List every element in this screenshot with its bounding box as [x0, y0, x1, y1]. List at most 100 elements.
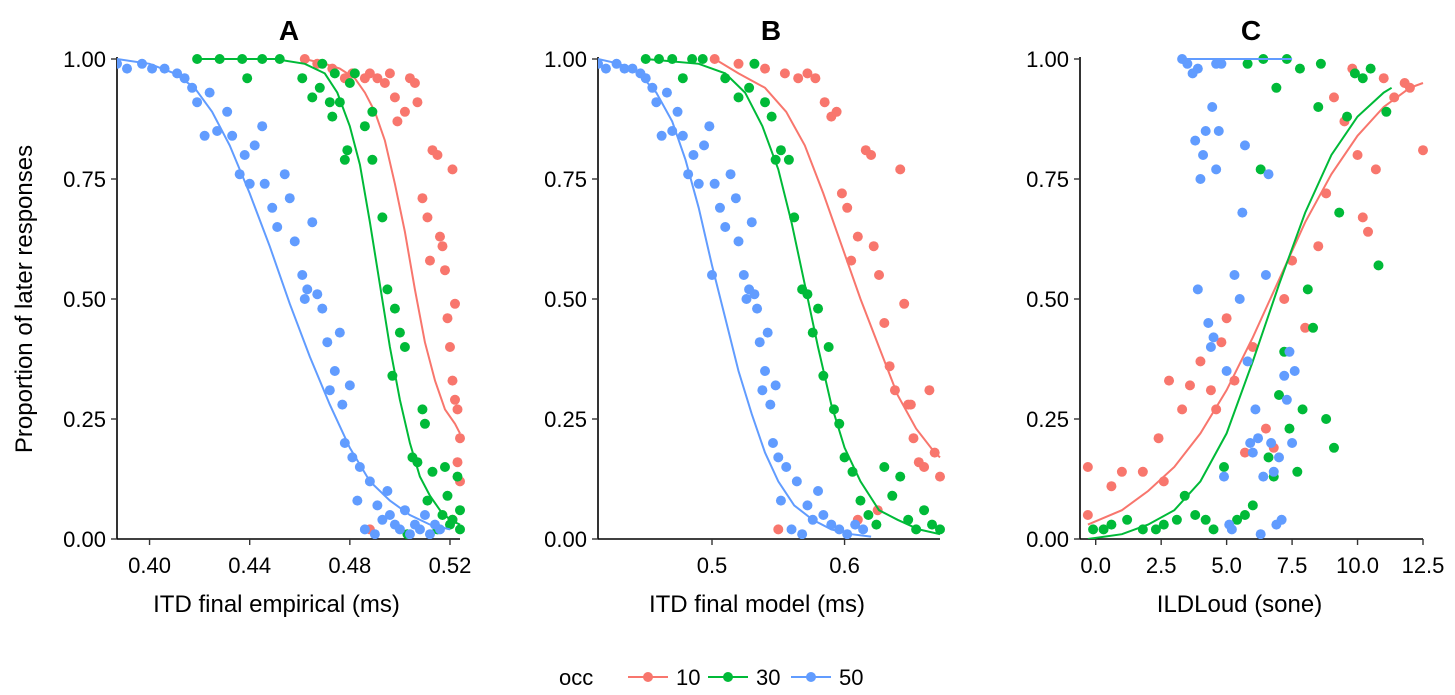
legend-title: occ — [559, 665, 593, 690]
data-point — [367, 154, 378, 165]
plot-area — [117, 54, 465, 539]
data-point — [455, 505, 465, 516]
data-point — [1308, 322, 1319, 333]
data-point — [455, 433, 465, 444]
data-point — [1207, 102, 1218, 112]
data-point — [307, 217, 318, 228]
data-point — [1357, 212, 1368, 223]
fit-curve — [304, 58, 461, 434]
data-point — [422, 495, 433, 506]
data-point — [1370, 164, 1381, 175]
data-point — [733, 58, 744, 69]
data-point — [1137, 466, 1148, 477]
data-point — [919, 462, 930, 472]
data-point — [802, 68, 813, 79]
data-point — [855, 495, 866, 506]
data-point — [344, 78, 355, 88]
x-axis-title-b: ITD final model (ms) — [649, 591, 865, 618]
data-point — [344, 380, 355, 391]
data-point — [394, 524, 405, 535]
data-point — [192, 97, 203, 108]
data-point — [871, 519, 882, 530]
data-point — [831, 106, 842, 117]
x-axis-title-a: ITD final empirical (ms) — [153, 591, 400, 618]
data-point — [1271, 82, 1282, 93]
data-point — [324, 385, 335, 396]
plot-area — [1082, 54, 1428, 539]
data-point — [372, 500, 383, 511]
fit-curve — [645, 58, 941, 536]
data-point — [442, 490, 453, 501]
data-point — [744, 82, 755, 93]
y-tick-label: 1.00 — [544, 47, 587, 72]
data-point — [1334, 207, 1345, 218]
data-point — [257, 121, 268, 132]
data-point — [327, 111, 338, 122]
data-point — [1250, 404, 1261, 415]
data-point — [417, 193, 428, 204]
series-50 — [1177, 54, 1300, 539]
data-point — [818, 510, 829, 520]
data-point — [324, 97, 335, 108]
data-point — [1349, 68, 1360, 79]
legend-entry-10: 10 — [628, 665, 700, 690]
data-point — [1292, 466, 1303, 477]
y-tick-label: 0.75 — [1026, 167, 1069, 192]
data-point — [738, 270, 749, 280]
data-point — [895, 471, 906, 482]
fit-curve — [598, 58, 872, 538]
legend-key-point — [643, 672, 653, 682]
data-point — [1378, 73, 1389, 84]
data-point — [752, 303, 763, 314]
y-tick-label: 0.50 — [63, 287, 106, 312]
data-point — [1258, 471, 1269, 482]
data-point — [414, 524, 425, 535]
data-point — [1200, 514, 1211, 525]
fit-curve — [117, 58, 451, 531]
data-point — [1239, 510, 1250, 520]
data-point — [422, 212, 433, 223]
x-tick-label: 0.40 — [128, 553, 171, 578]
y-tick-label: 0.00 — [63, 527, 106, 552]
data-point — [773, 452, 784, 463]
data-point — [687, 54, 698, 64]
x-tick-label: 2.5 — [1146, 553, 1177, 578]
data-point — [437, 510, 448, 520]
data-point — [259, 178, 270, 189]
data-point — [439, 462, 450, 472]
x-tick-label: 7.5 — [1277, 553, 1308, 578]
y-tick-label: 0.50 — [544, 287, 587, 312]
data-point — [312, 289, 323, 300]
data-point — [905, 399, 916, 410]
data-point — [1239, 447, 1250, 458]
data-point — [781, 462, 792, 472]
data-point — [1273, 452, 1284, 463]
data-point — [447, 164, 458, 175]
data-point — [1164, 375, 1175, 386]
data-point — [1357, 73, 1368, 84]
fit-curve — [1087, 86, 1393, 539]
data-point — [802, 500, 813, 511]
data-point — [767, 438, 778, 448]
legend-entry-50: 50 — [791, 665, 863, 690]
data-point — [810, 73, 821, 84]
data-point — [1281, 394, 1292, 405]
data-point — [427, 466, 438, 477]
data-point — [1365, 63, 1376, 74]
data-point — [1268, 466, 1279, 477]
data-point — [1195, 174, 1206, 184]
panel-b: B 0.00 0.25 0.50 0.75 1.00 0.5 0.6 ITD final mod… — [544, 15, 945, 618]
data-point — [322, 337, 333, 348]
data-point — [417, 404, 428, 415]
data-point — [394, 327, 405, 338]
data-point — [879, 462, 890, 472]
data-point — [1153, 433, 1164, 444]
data-point — [452, 457, 463, 468]
data-point — [342, 145, 353, 156]
series-10 — [1082, 63, 1428, 526]
y-tick-label: 0.25 — [544, 407, 587, 432]
data-point — [730, 193, 741, 204]
data-point — [1106, 481, 1117, 492]
data-point — [714, 202, 725, 213]
